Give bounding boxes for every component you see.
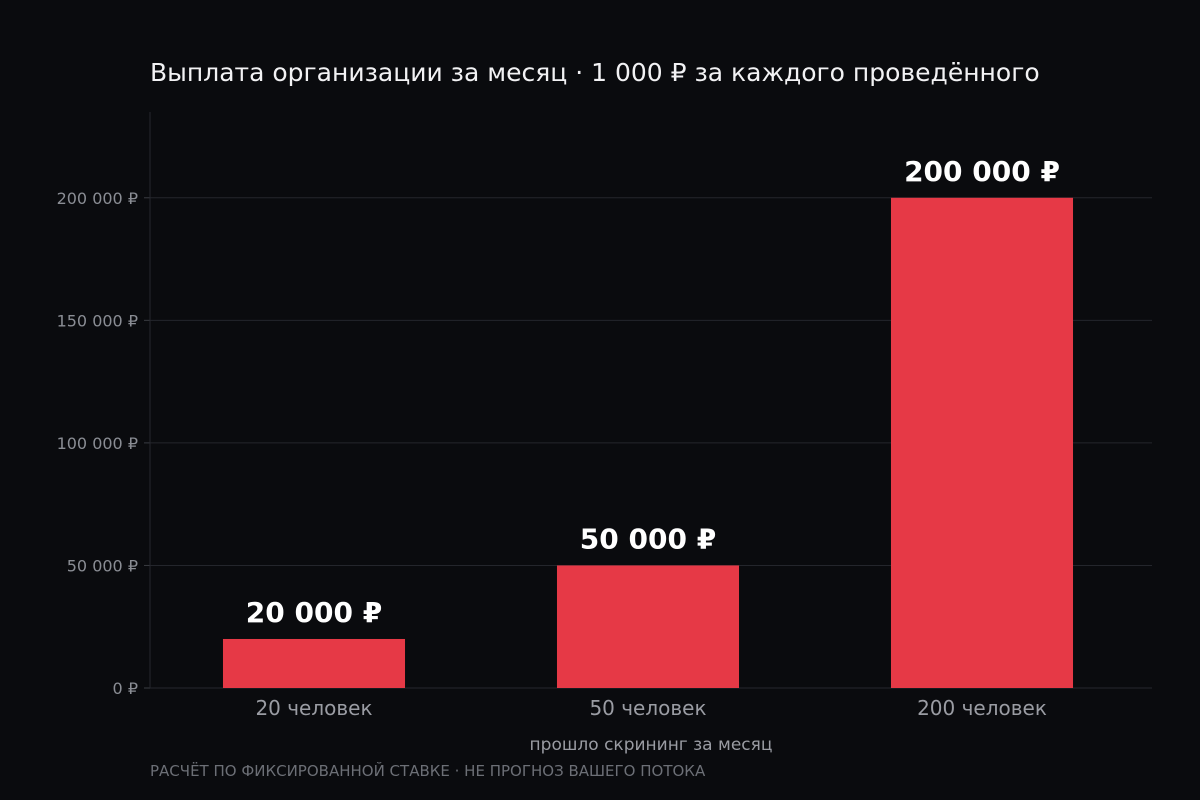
x-tick-label: 200 человек xyxy=(917,696,1047,720)
y-tick-label: 100 000 ₽ xyxy=(57,434,138,453)
x-tick-label: 20 человек xyxy=(255,696,372,720)
bar xyxy=(556,565,740,688)
data-labels: 20 000 ₽ 50 000 ₽ 200 000 ₽ xyxy=(246,155,1060,629)
bars xyxy=(222,197,1074,688)
y-tick-labels: 0 ₽ 50 000 ₽ 100 000 ₽ 150 000 ₽ 200 000 ₽ xyxy=(57,189,138,698)
x-tick-label: 50 человек xyxy=(589,696,706,720)
y-tick-label: 50 000 ₽ xyxy=(67,556,138,575)
y-tick-label: 150 000 ₽ xyxy=(57,311,138,330)
x-tick-labels: 20 человек 50 человек 200 человек xyxy=(255,696,1046,720)
footnote: РАСЧЁТ ПО ФИКСИРОВАННОЙ СТАВКЕ · НЕ ПРОГ… xyxy=(150,761,706,780)
data-label: 50 000 ₽ xyxy=(580,522,716,555)
chart-title: Выплата организации за месяц · 1 000 ₽ з… xyxy=(150,58,1040,87)
y-tick-label: 0 ₽ xyxy=(113,679,138,698)
x-axis-label: прошло скрининг за месяц xyxy=(530,735,773,755)
y-tick-label: 200 000 ₽ xyxy=(57,189,138,208)
data-label: 20 000 ₽ xyxy=(246,596,382,629)
bar xyxy=(890,197,1074,688)
bar xyxy=(222,638,406,688)
data-label: 200 000 ₽ xyxy=(904,155,1060,188)
